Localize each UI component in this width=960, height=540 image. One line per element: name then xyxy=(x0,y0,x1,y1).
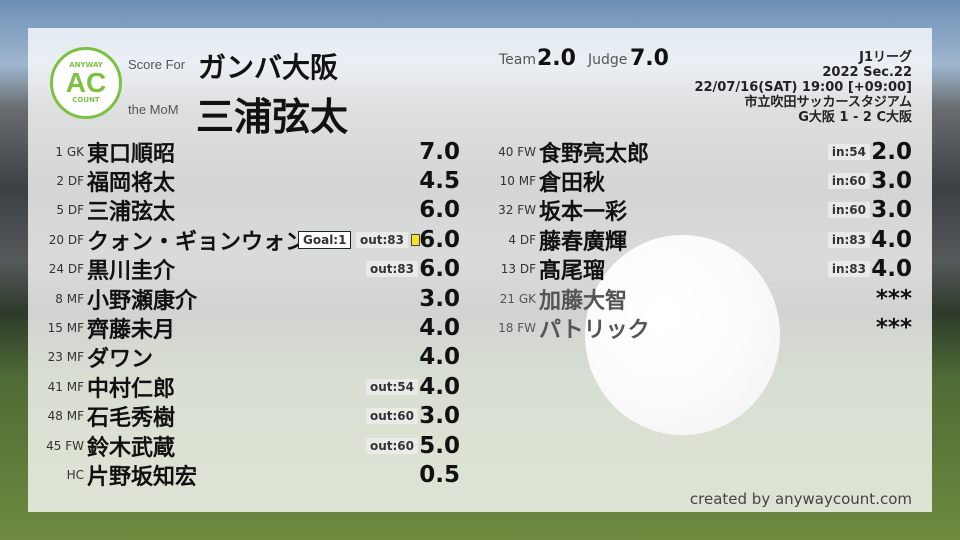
player-name: 片野坂知宏 xyxy=(87,459,197,491)
score-for-label: Score For xyxy=(128,57,185,72)
player-score: 4.0 xyxy=(419,374,460,400)
player-name: 倉田秋 xyxy=(539,165,605,197)
player-name: 加藤大智 xyxy=(539,283,627,315)
sub-in-badge: in:60 xyxy=(828,173,870,189)
player-name: 髙尾瑠 xyxy=(539,253,605,285)
player-row: 32 FW坂本一彩 3.0in:60 xyxy=(0,196,960,225)
sub-in-badge: in:54 xyxy=(828,144,870,160)
league: J1リーグ xyxy=(694,50,912,65)
match-result: G大阪 1 - 2 C大阪 xyxy=(694,110,912,125)
player-row: 41 MF中村仁郎 4.0out:54 xyxy=(0,372,960,401)
venue: 市立吹田サッカースタジアム xyxy=(694,95,912,110)
player-row: 40 FW食野亮太郎 2.0in:54 xyxy=(0,137,960,166)
sub-out-badge: out:60 xyxy=(366,438,418,454)
sub-out-badge: out:54 xyxy=(366,379,418,395)
player-number-position: 40 FW xyxy=(498,145,536,159)
season: 2022 Sec.22 xyxy=(694,65,912,80)
player-number-position: 45 FW xyxy=(46,439,84,453)
player-score: 0.5 xyxy=(419,462,460,488)
player-score: 3.0 xyxy=(871,197,912,223)
player-number-position: HC xyxy=(67,468,84,482)
player-number-position: 13 DF xyxy=(501,262,536,276)
logo-text: AC xyxy=(66,69,106,97)
player-name: 坂本一彩 xyxy=(539,194,627,226)
player-row: HC片野坂知宏 0.5 xyxy=(0,460,960,489)
player-number-position: 48 MF xyxy=(48,409,84,423)
player-row: 45 FW鈴木武蔵 5.0out:60 xyxy=(0,431,960,460)
anywaycount-logo: ANYWAY AC COUNT xyxy=(50,47,122,119)
player-score: 3.0 xyxy=(419,403,460,429)
player-row: 21 GK加藤大智 *** xyxy=(0,284,960,313)
team-name: ガンバ大阪 xyxy=(198,46,338,86)
player-name: 食野亮太郎 xyxy=(539,136,649,168)
player-number-position: 21 GK xyxy=(500,292,536,306)
player-row: 23 MFダワン 4.0 xyxy=(0,343,960,372)
player-number-position: 18 FW xyxy=(498,321,536,335)
sub-out-badge: out:60 xyxy=(366,408,418,424)
judge-score: 7.0 xyxy=(630,46,669,71)
sub-in-badge: in:60 xyxy=(828,202,870,218)
player-score: *** xyxy=(876,286,912,312)
player-row: 18 FWパトリック *** xyxy=(0,313,960,342)
player-number-position: 4 DF xyxy=(508,233,536,247)
mom-label: the MoM xyxy=(128,102,179,117)
player-name: 石毛秀樹 xyxy=(87,400,175,432)
sub-in-badge: in:83 xyxy=(828,261,870,277)
player-number-position: 32 FW xyxy=(498,203,536,217)
player-row: 4 DF藤春廣輝 4.0in:83 xyxy=(0,225,960,254)
player-score: 4.0 xyxy=(419,344,460,370)
player-name: 藤春廣輝 xyxy=(539,224,627,256)
player-row: 10 MF倉田秋 3.0in:60 xyxy=(0,166,960,195)
sub-in-badge: in:83 xyxy=(828,232,870,248)
team-score: 2.0 xyxy=(537,46,576,71)
player-number-position: 10 MF xyxy=(500,174,536,188)
judge-score-label: Judge xyxy=(588,52,627,68)
player-name: ダワン xyxy=(87,341,153,373)
player-number-position: 41 MF xyxy=(48,380,84,394)
team-score-label: Team xyxy=(499,52,536,68)
mom-name: 三浦弦太 xyxy=(196,86,348,141)
player-name: パトリック xyxy=(539,312,650,344)
player-row: 13 DF髙尾瑠 4.0in:83 xyxy=(0,255,960,284)
player-score: 5.0 xyxy=(419,433,460,459)
player-name: 中村仁郎 xyxy=(87,371,175,403)
player-score: *** xyxy=(876,315,912,341)
footer-credit: created by anywaycount.com xyxy=(690,490,912,508)
player-score: 2.0 xyxy=(871,139,912,165)
match-datetime: 22/07/16(SAT) 19:00 [+09:00] xyxy=(694,80,912,95)
logo-bottom-text: COUNT xyxy=(72,97,99,104)
player-row: 48 MF石毛秀樹 3.0out:60 xyxy=(0,402,960,431)
player-score: 3.0 xyxy=(871,168,912,194)
player-number-position: 23 MF xyxy=(48,350,84,364)
player-name: 鈴木武蔵 xyxy=(87,430,175,462)
player-score: 4.0 xyxy=(871,227,912,253)
player-score: 4.0 xyxy=(871,256,912,282)
match-info: J1リーグ 2022 Sec.22 22/07/16(SAT) 19:00 [+… xyxy=(694,50,912,125)
